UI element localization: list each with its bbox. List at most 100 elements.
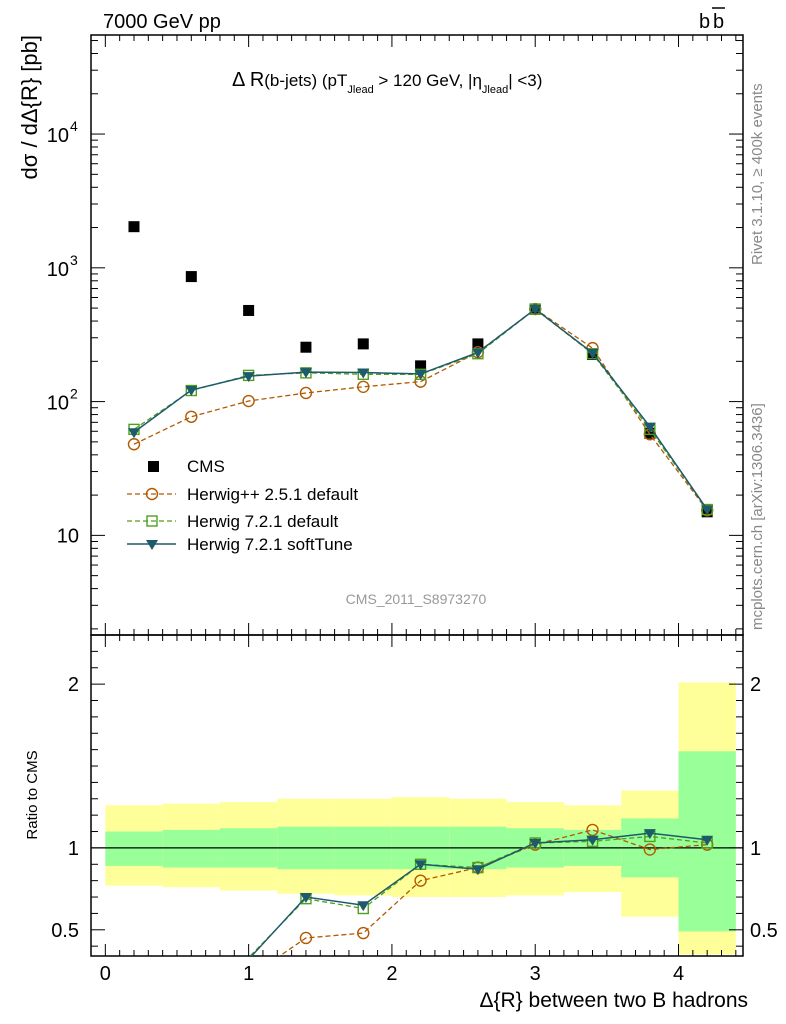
title-sub1: Jlead: [347, 84, 373, 96]
xtick-label-1: 1: [243, 963, 254, 985]
point-softtune-5: [414, 369, 427, 380]
series-herwigpp: [127, 302, 714, 517]
series-line-softtune: [133, 308, 708, 510]
series-softtune: [127, 305, 714, 516]
point-softtune-8: [586, 348, 599, 359]
legend-marker-cms: [148, 461, 159, 472]
header-left-label: 7000 GeV pp: [103, 11, 221, 33]
ytick-label-10: 10: [57, 525, 79, 547]
ratio-bands: [105, 682, 736, 955]
title-main: (b-jets) (pT: [264, 71, 347, 90]
ratio-point-softtune-7: [529, 838, 542, 849]
point-herwigpp-0: [127, 438, 141, 451]
ytick-base-100: 10: [47, 393, 69, 415]
ytick-label-1000: 10 3: [47, 252, 78, 281]
legend-marker-herwigpp: [127, 487, 176, 501]
legend-label-cms: CMS: [187, 457, 225, 476]
ratio-point-herwigpp-9: [643, 843, 657, 856]
legend-item-softtune: Herwig 7.2.1 softTune: [127, 535, 353, 554]
ratio-point-herwigpp-8: [586, 823, 599, 837]
main-ytick-labels: 10 10 2 10 3 10 4: [47, 118, 79, 547]
ratio-line-herwigpp: [278, 829, 708, 956]
series-line-herwig721: [133, 308, 708, 510]
legend-symbol-herwig721: [146, 515, 158, 527]
point-cms-4: [357, 338, 369, 350]
rivet-label: Rivet 3.1.10, ≥ 400k events: [749, 83, 766, 265]
series-line-herwigpp: [133, 308, 708, 511]
ratio-point-herwigpp-4: [357, 926, 370, 940]
mcplots-label: mcplots.cern.ch [arXiv:1306.3436]: [749, 403, 766, 630]
ytick-base-10000: 10: [47, 125, 69, 147]
ratio-ytick-0.5-left: 0.5: [51, 920, 79, 942]
ytick-label-100: 10 2: [47, 386, 78, 415]
legend-symbol-herwigpp: [145, 487, 159, 501]
point-herwigpp-1: [185, 410, 198, 423]
ratio-ytick-labels: 0.5 1 2 0.5 1 2: [51, 674, 778, 942]
point-softtune-1: [185, 386, 198, 397]
main-title: Δ R(b-jets) (pTJlead > 120 GeV, |ηJlead|…: [232, 69, 542, 96]
point-cms-5: [415, 360, 427, 372]
ratio-xtick-labels: 0 1 2 3 4: [100, 963, 684, 985]
ratio-ytick-1-right: 1: [750, 838, 761, 860]
point-herwigpp-3: [299, 386, 313, 400]
point-softtune-6: [471, 348, 484, 359]
ratio-series: [249, 823, 714, 956]
ratio-point-softtune-9: [643, 829, 656, 840]
ratio-point-softtune-4: [357, 901, 370, 912]
title-prefix: Δ R: [232, 69, 264, 91]
point-softtune-0: [127, 428, 140, 439]
point-softtune-7: [529, 305, 542, 316]
ratio-point-herwigpp-5: [414, 874, 427, 887]
ytick-exp-10000: 4: [70, 118, 78, 134]
legend-label-herwig721: Herwig 7.2.1 default: [187, 512, 338, 531]
ratio-ylabel: Ratio to CMS: [24, 750, 41, 839]
main-ylabel: dσ / dΔ{R} [pb]: [17, 35, 42, 179]
ratio-ytick-2-left: 2: [68, 674, 79, 696]
legend-symbol-softtune: [146, 540, 158, 550]
point-cms-1: [185, 271, 197, 283]
point-herwigpp-2: [242, 394, 255, 408]
title-mid: > 120 GeV, |η: [374, 71, 482, 90]
legend-label-softtune: Herwig 7.2.1 softTune: [187, 535, 353, 554]
main-axis-ticks: [91, 35, 743, 635]
point-softtune-10: [701, 505, 714, 516]
band-inner-0: [105, 831, 163, 866]
point-cms-0: [128, 221, 140, 233]
ratio-point-softtune-3: [299, 893, 312, 904]
point-cms-6: [472, 338, 484, 350]
legend: CMS Herwig++ 2.5.1 default Herwig 7.2.1 …: [127, 457, 358, 554]
xtick-label-4: 4: [673, 963, 684, 985]
xtick-label-2: 2: [386, 963, 397, 985]
legend-label-herwigpp: Herwig++ 2.5.1 default: [187, 485, 358, 504]
legend-marker-herwig721: [127, 515, 176, 527]
ratio-panel-frame: [90, 634, 744, 957]
ytick-base-1000: 10: [47, 259, 69, 281]
ratio-point-softtune-5: [414, 860, 427, 871]
point-herwigpp-4: [357, 380, 370, 394]
ytick-exp-100: 2: [70, 386, 78, 402]
ratio-ytick-2-right: 2: [750, 674, 761, 696]
xtick-label-3: 3: [530, 963, 541, 985]
legend-item-herwigpp: Herwig++ 2.5.1 default: [127, 485, 358, 504]
point-cms-2: [243, 304, 255, 316]
legend-item-cms: CMS: [148, 457, 225, 476]
ratio-xlabel: Δ{R} between two B hadrons: [479, 989, 748, 1012]
ytick-label-10000: 10 4: [47, 118, 78, 147]
main-series: [127, 221, 714, 518]
ytick-exp-1000: 3: [70, 252, 78, 268]
ratio-point-softtune-6: [471, 865, 484, 876]
point-softtune-2: [242, 372, 255, 383]
legend-item-herwig721: Herwig 7.2.1 default: [127, 512, 338, 531]
title-end: | <3): [508, 71, 542, 90]
ratio-ytick-0.5-right: 0.5: [750, 920, 778, 942]
legend-marker-softtune: [127, 540, 176, 550]
ratio-point-herwigpp-3: [299, 931, 313, 945]
analysis-watermark: CMS_2011_S8973270: [346, 591, 487, 607]
title-sub2: Jlead: [482, 84, 508, 96]
ratio-series-softtune: [250, 829, 714, 956]
ratio-point-softtune-10: [701, 835, 714, 846]
ratio-point-softtune-8: [586, 835, 599, 846]
point-softtune-3: [299, 368, 312, 379]
point-softtune-9: [643, 422, 656, 433]
